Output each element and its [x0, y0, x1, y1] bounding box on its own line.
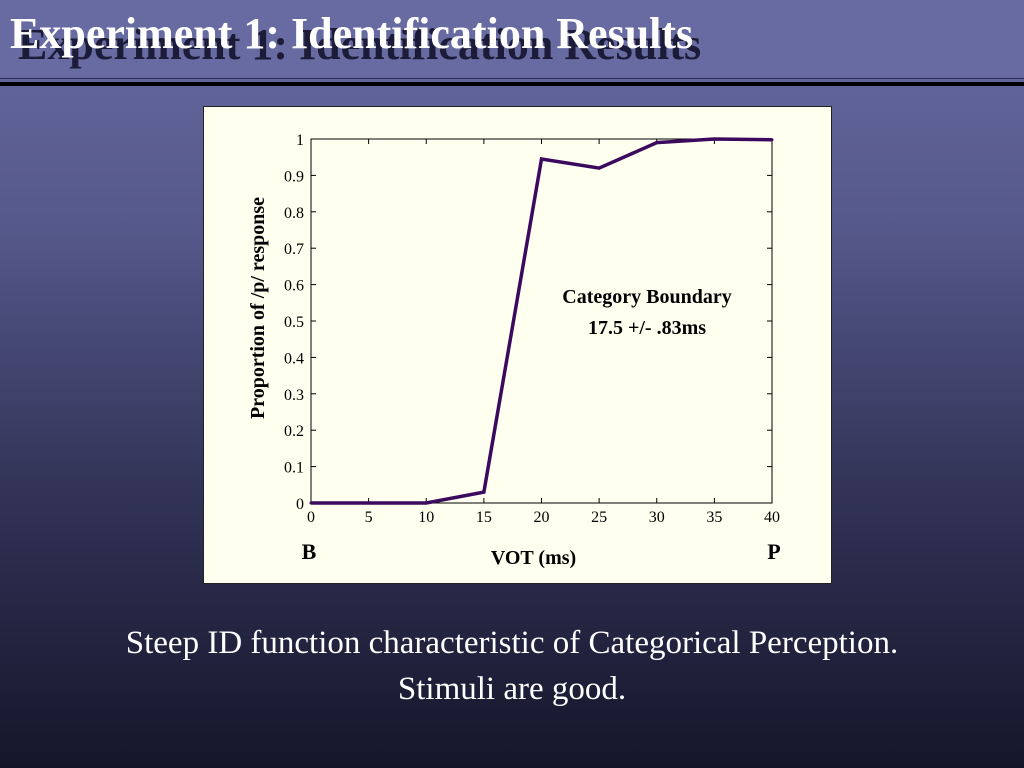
x-end-label-left: B	[302, 539, 317, 564]
x-tick-label: 40	[764, 509, 780, 526]
y-tick-label: 0.3	[284, 387, 304, 404]
y-tick-label: 1	[296, 132, 304, 149]
x-tick-label: 10	[418, 509, 434, 526]
y-tick-label: 0.6	[284, 278, 304, 295]
annotation-line-2: 17.5 +/- .83ms	[588, 317, 706, 339]
slide-title-shadow: Experiment 1: Identification Results	[18, 20, 702, 69]
y-tick-label: 0.9	[284, 168, 304, 185]
data-point	[424, 501, 428, 505]
x-end-label-right: P	[767, 539, 780, 564]
caption-line-2: Stimuli are good.	[397, 671, 627, 708]
x-tick-label: 35	[706, 509, 722, 526]
x-tick-label: 20	[534, 509, 550, 526]
x-tick-label: 0	[307, 509, 315, 526]
data-point	[655, 141, 659, 145]
data-point	[770, 138, 774, 142]
title-divider	[0, 82, 1024, 86]
y-axis-label: Proportion of /p/ response	[247, 197, 269, 419]
x-tick-label: 15	[476, 509, 492, 526]
y-tick-label: 0.8	[284, 205, 304, 222]
chart-panel: 0 5 10 15 20 25 30 35 40 0 0.1 0.2 0.3 0.4 0.5 0.6 0.7 0.…	[203, 106, 832, 584]
data-point	[482, 490, 486, 494]
x-tick-label: 25	[591, 509, 607, 526]
slide-caption: Steep ID function characteristic of Cate…	[0, 620, 1024, 712]
x-axis-label: VOT (ms)	[491, 547, 576, 569]
x-tick-label: 5	[365, 509, 373, 526]
annotation-line-1: Category Boundary	[562, 286, 731, 308]
data-point	[712, 137, 716, 141]
data-point	[367, 501, 371, 505]
title-divider-thin	[0, 78, 1024, 79]
y-tick-label: 0.2	[284, 423, 304, 440]
identification-chart: 0 5 10 15 20 25 30 35 40 0 0.1 0.2 0.3 0.4 0.5 0.6 0.7 0.…	[247, 132, 781, 569]
data-point	[540, 157, 543, 161]
x-tick-label: 30	[649, 509, 665, 526]
y-tick-label: 0.5	[284, 314, 304, 331]
data-point	[597, 166, 601, 170]
y-tick-label: 0.4	[284, 350, 304, 367]
y-tick-label: 0.1	[284, 460, 304, 477]
caption-line-1: Steep ID function characteristic of Cate…	[125, 625, 899, 661]
slide-title: Experiment 1: Identification Results	[10, 9, 694, 58]
y-tick-label: 0	[296, 496, 304, 513]
y-tick-label: 0.7	[284, 241, 304, 258]
data-point	[309, 501, 313, 505]
title-bar	[0, 0, 1024, 80]
